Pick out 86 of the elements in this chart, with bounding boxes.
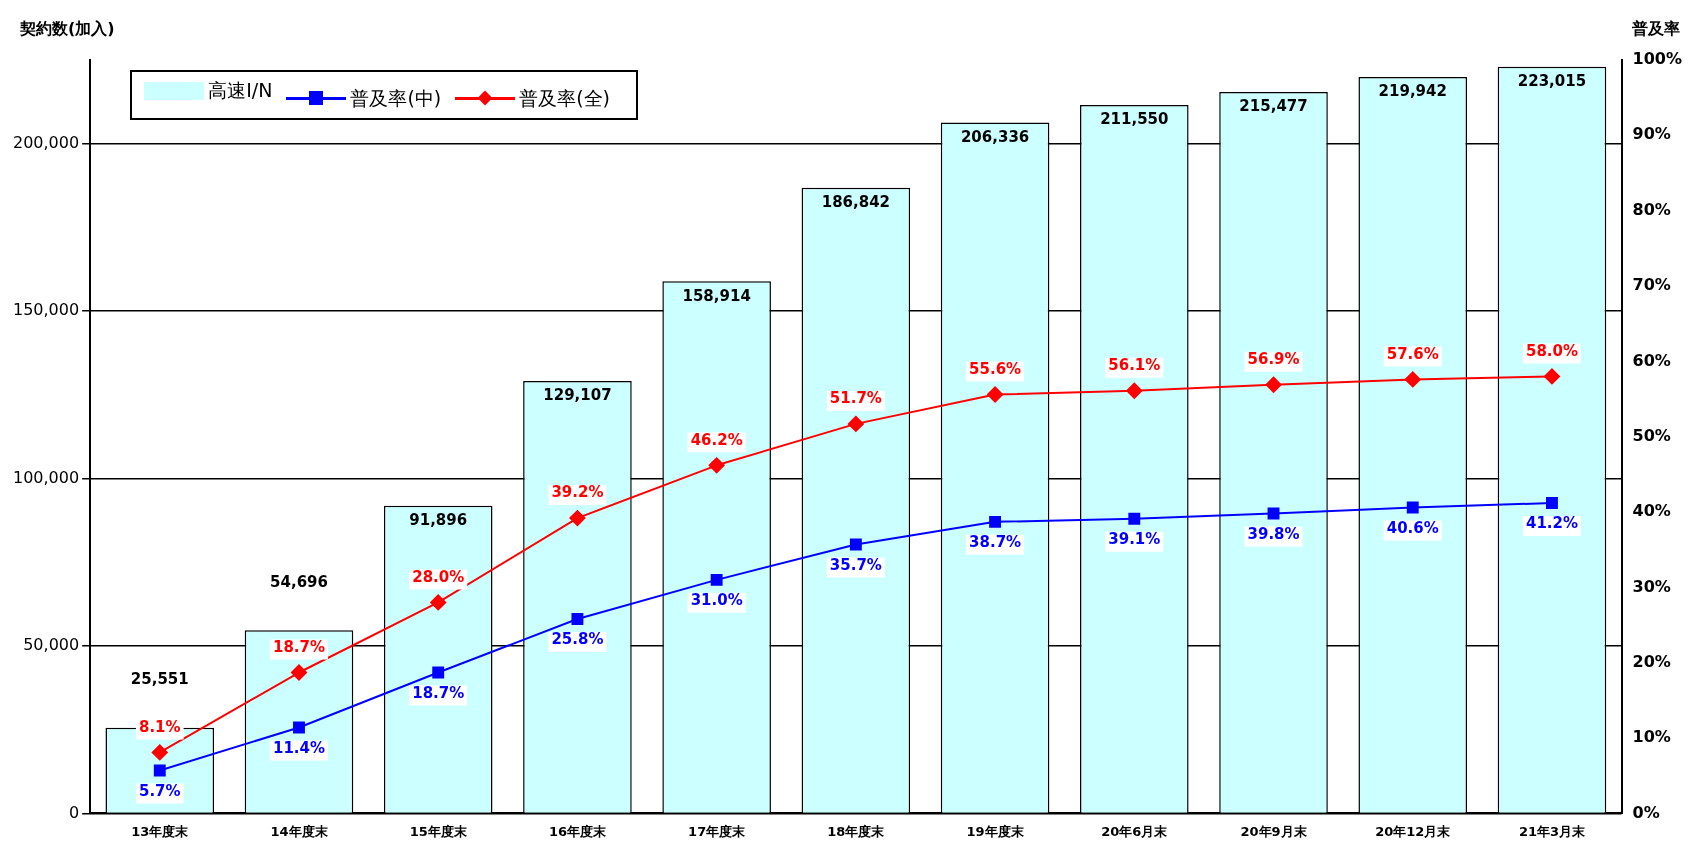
y2-tick-label: 30% [1632, 576, 1671, 596]
data-label: 8.1% [138, 717, 181, 736]
point [849, 538, 862, 551]
x-tick-label: 18年度末 [827, 823, 886, 839]
data-label: 219,942 [1378, 82, 1447, 101]
y2-tick-label: 60% [1632, 350, 1671, 370]
data-label: 46.2% [690, 430, 743, 449]
y2-tick-label: 50% [1632, 425, 1671, 445]
point [432, 666, 445, 679]
data-label: 186,842 [821, 193, 891, 212]
x-tick-label: 16年度末 [548, 823, 607, 839]
point [847, 415, 864, 432]
point [1126, 382, 1143, 399]
data-label: 41.2% [1525, 514, 1578, 533]
point [430, 594, 447, 611]
y2-tick-label: 70% [1632, 275, 1671, 295]
point [1543, 368, 1560, 385]
data-label: 56.1% [1108, 356, 1161, 375]
x-tick-label: 19年度末 [966, 823, 1025, 839]
data-label: 57.6% [1386, 344, 1439, 363]
y-tick-label: 50,000 [23, 635, 80, 655]
y2-axis-title: 普及率 [1631, 19, 1680, 39]
x-tick-label: 15年度末 [409, 823, 468, 839]
y-tick-label: 0 [68, 802, 80, 822]
point [293, 721, 305, 734]
y2-tick-label: 10% [1632, 727, 1671, 747]
y2-tick-label: 90% [1632, 124, 1671, 144]
point [1406, 501, 1419, 514]
y2-tick-label: 40% [1632, 501, 1671, 521]
data-label: 51.7% [829, 389, 882, 408]
y-tick-label: 100,000 [12, 467, 80, 487]
y-tick-label: 150,000 [12, 300, 80, 320]
data-label: 18.7% [412, 683, 465, 702]
legend-label: 普及率(全) [519, 85, 611, 111]
data-label: 39.8% [1247, 524, 1300, 543]
x-tick-label: 20年12月末 [1375, 823, 1452, 839]
data-label: 58.0% [1525, 341, 1578, 360]
data-label: 223,015 [1517, 72, 1587, 91]
point [1128, 512, 1141, 525]
point [1265, 376, 1282, 393]
data-label: 91,896 [409, 511, 468, 530]
data-label: 39.1% [1108, 530, 1161, 549]
x-tick-label: 21年3月末 [1518, 823, 1587, 839]
data-label: 39.2% [551, 483, 604, 502]
data-label: 158,914 [682, 286, 751, 305]
x-tick-label: 20年6月末 [1101, 823, 1169, 839]
data-label: 206,336 [960, 127, 1030, 146]
data-label: 5.7% [138, 781, 181, 800]
point [1404, 371, 1421, 388]
y-axis-title: 契約数(加入) [19, 19, 115, 39]
point [1546, 497, 1558, 509]
y2-tick-label: 100% [1632, 49, 1683, 69]
data-label: 129,107 [543, 386, 612, 405]
point [989, 515, 1002, 528]
data-label: 40.6% [1386, 518, 1439, 537]
point [708, 457, 725, 474]
data-label: 25.8% [551, 630, 604, 649]
point [569, 510, 586, 527]
data-label: 56.9% [1247, 350, 1300, 369]
y-tick-label: 200,000 [12, 132, 80, 152]
point [987, 386, 1004, 403]
point [290, 664, 307, 681]
legend-label: 高速I/N [208, 78, 273, 103]
y2-tick-label: 0% [1632, 802, 1660, 822]
data-label: 35.7% [829, 555, 882, 574]
y2-tick-label: 80% [1632, 199, 1671, 219]
data-label: 18.7% [272, 637, 326, 656]
point [153, 764, 166, 777]
data-label: 31.0% [690, 591, 743, 610]
point [151, 744, 168, 761]
x-tick-label: 20年9月末 [1240, 823, 1308, 839]
y2-tick-label: 20% [1632, 651, 1671, 671]
point [571, 613, 584, 625]
x-tick-label: 14年度末 [270, 823, 329, 839]
data-label: 211,550 [1100, 110, 1169, 129]
data-label: 215,477 [1239, 97, 1308, 116]
data-label: 25,551 [130, 670, 189, 689]
data-label: 28.0% [412, 567, 465, 586]
legend-label: 普及率(中) [350, 85, 442, 111]
data-label: 38.7% [969, 533, 1022, 552]
point [710, 573, 723, 586]
x-tick-label: 13年度末 [131, 823, 190, 839]
data-label: 55.6% [969, 359, 1022, 378]
data-label: 54,696 [270, 572, 328, 591]
x-tick-label: 17年度末 [688, 823, 747, 839]
data-label: 11.4% [272, 738, 326, 757]
